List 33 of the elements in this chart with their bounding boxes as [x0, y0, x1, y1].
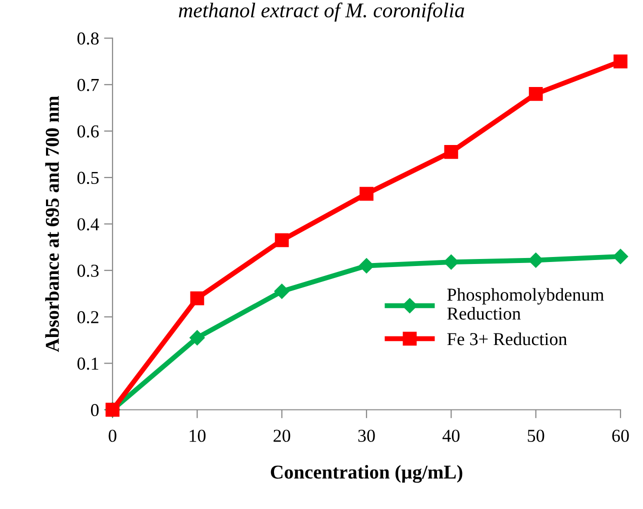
point: [190, 291, 204, 306]
x-axis-title: Concentration (µg/mL): [270, 465, 462, 483]
point: [274, 284, 290, 299]
x-tick-label: 40: [442, 430, 460, 442]
x-tick-label: 20: [274, 430, 290, 442]
point: [444, 254, 459, 270]
y-tick-label: 0.5: [77, 172, 99, 184]
legend-label: Phosphomolybdenum Reduction: [447, 288, 604, 320]
y-tick-label: 0.7: [77, 78, 99, 92]
point: [358, 258, 374, 274]
point: [528, 86, 543, 101]
y-tick-label: 0.1: [77, 358, 98, 370]
y-tick-label: 0.3: [77, 264, 99, 277]
x-tick-label: 60: [612, 430, 629, 442]
x-tick-label: 0: [108, 430, 116, 442]
x-tick-label: 30: [358, 430, 375, 442]
legend-label: Fe 3+ Reduction: [447, 332, 567, 346]
x-tick-label: 50: [528, 430, 544, 442]
x-tick-label: 10: [190, 430, 206, 442]
point: [612, 248, 628, 264]
chart-title: methanol extract of M. coronifolia: [178, 2, 464, 22]
point: [528, 252, 544, 268]
y-tick-label: 0.2: [77, 311, 98, 324]
y-tick-label: 0.8: [77, 32, 99, 45]
point: [444, 145, 458, 159]
point: [360, 186, 374, 201]
point: [274, 233, 289, 248]
y-axis-title: Absorbance at 695 and 700 nm: [45, 96, 59, 352]
point: [190, 330, 205, 346]
y-tick-label: 0: [90, 404, 99, 416]
point: [614, 54, 628, 68]
y-tick-label: 0.4: [77, 218, 100, 230]
y-tick-label: 0.6: [77, 125, 99, 138]
